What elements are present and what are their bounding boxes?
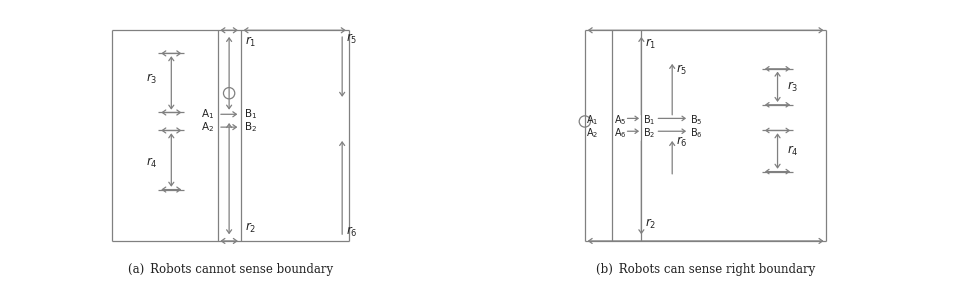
Text: $r_{6}$: $r_{6}$ bbox=[346, 225, 358, 239]
Text: $r_{1}$: $r_{1}$ bbox=[645, 37, 657, 51]
Text: $\mathrm{B_1}$: $\mathrm{B_1}$ bbox=[643, 113, 656, 127]
Text: $r_{3}$: $r_{3}$ bbox=[786, 80, 798, 94]
Text: $\mathrm{B_2}$: $\mathrm{B_2}$ bbox=[244, 120, 257, 134]
Text: $r_{5}$: $r_{5}$ bbox=[676, 63, 687, 77]
Text: (a) Robots cannot sense boundary: (a) Robots cannot sense boundary bbox=[128, 263, 333, 276]
Text: $r_{4}$: $r_{4}$ bbox=[146, 156, 157, 170]
Text: $\mathrm{B_5}$: $\mathrm{B_5}$ bbox=[689, 113, 702, 127]
Text: $\mathrm{A_2}$: $\mathrm{A_2}$ bbox=[587, 126, 598, 140]
Text: $\mathrm{A_1}$: $\mathrm{A_1}$ bbox=[201, 107, 214, 121]
Text: $\mathrm{A_5}$: $\mathrm{A_5}$ bbox=[613, 113, 626, 127]
Text: $\mathrm{A_2}$: $\mathrm{A_2}$ bbox=[201, 120, 214, 134]
Text: $\mathrm{A_1}$: $\mathrm{A_1}$ bbox=[587, 113, 598, 127]
Text: $r_{6}$: $r_{6}$ bbox=[676, 135, 687, 149]
Text: $\mathrm{B_1}$: $\mathrm{B_1}$ bbox=[244, 107, 257, 121]
Text: $\mathrm{B_2}$: $\mathrm{B_2}$ bbox=[643, 126, 656, 140]
Text: $\mathrm{A_6}$: $\mathrm{A_6}$ bbox=[613, 126, 627, 140]
Text: $r_{4}$: $r_{4}$ bbox=[786, 144, 798, 158]
Text: $r_{3}$: $r_{3}$ bbox=[146, 72, 157, 86]
Text: (b) Robots can sense right boundary: (b) Robots can sense right boundary bbox=[596, 263, 815, 276]
Text: $r_{5}$: $r_{5}$ bbox=[346, 32, 357, 46]
Text: $r_{2}$: $r_{2}$ bbox=[245, 221, 255, 235]
Text: $r_{1}$: $r_{1}$ bbox=[245, 35, 256, 49]
Text: $\mathrm{B_6}$: $\mathrm{B_6}$ bbox=[689, 126, 703, 140]
Text: $r_{2}$: $r_{2}$ bbox=[645, 217, 657, 231]
